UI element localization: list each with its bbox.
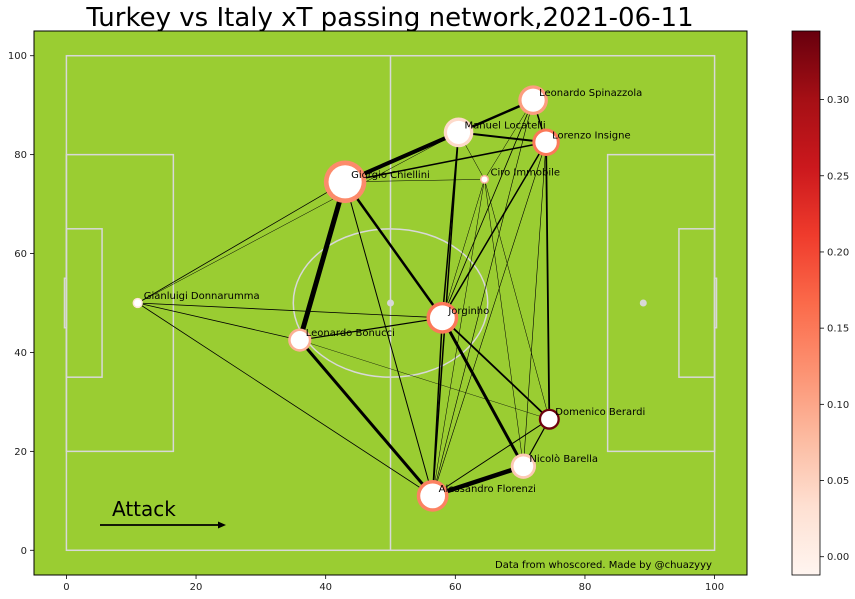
y-tick-label: 80 — [14, 150, 27, 161]
pass-edge — [484, 179, 524, 467]
player-node — [420, 483, 446, 509]
player-label: Gianluigi Donnarumma — [144, 291, 260, 302]
player-node — [328, 165, 362, 199]
pass-edge — [137, 302, 301, 341]
pass-edge — [137, 181, 346, 304]
pass-edge — [441, 141, 547, 319]
player-node — [535, 131, 557, 153]
x-tick-label: 100 — [705, 582, 724, 593]
y-tick-label: 40 — [14, 348, 27, 359]
player-node — [429, 305, 455, 331]
center-spot — [387, 299, 394, 307]
y-tick-label: 100 — [8, 51, 27, 62]
x-tick-label: 0 — [63, 582, 69, 593]
right-penalty-spot — [639, 299, 647, 307]
pass-edges — [137, 98, 551, 499]
colorbar-tick-label: 0.15 — [827, 324, 849, 335]
x-tick-label: 60 — [449, 582, 462, 593]
pass-edge — [137, 302, 443, 319]
pass-edge — [137, 132, 459, 304]
y-tick-label: 0 — [21, 546, 27, 557]
player-label: Jorginho — [447, 306, 489, 317]
player-node — [290, 331, 309, 350]
pass-edge — [299, 339, 550, 420]
player-label: Alessandro Florenzi — [439, 484, 536, 495]
pass-edge — [432, 179, 485, 497]
y-tick-label: 60 — [14, 249, 27, 260]
player-label: Giorgio Chiellini — [351, 170, 430, 181]
colorbar-tick-label: 0.20 — [827, 247, 849, 258]
colorbar-tick-label: 0.00 — [827, 552, 849, 563]
right-goal — [713, 277, 718, 329]
player-node — [481, 176, 488, 183]
pass-edge — [442, 179, 485, 319]
y-axis: 0 20 40 60 80 100 — [8, 51, 34, 557]
colorbar-tick-label: 0.25 — [827, 171, 849, 182]
player-label: Domenico Berardi — [555, 407, 645, 418]
colorbar — [791, 30, 821, 576]
credit-text: Data from whoscored. Made by @chuazyyy — [495, 560, 712, 571]
pass-edge — [137, 302, 434, 497]
x-tick-label: 80 — [579, 582, 592, 593]
player-node — [541, 411, 558, 428]
pass-edge — [441, 316, 551, 421]
x-tick-label: 40 — [319, 582, 332, 593]
pass-edge — [299, 317, 443, 341]
colorbar-axis: 0.00 0.05 0.10 0.15 0.20 0.25 0.30 — [820, 95, 849, 563]
colorbar-tick-label: 0.05 — [827, 476, 849, 487]
pass-edge — [484, 179, 550, 420]
player-node — [134, 299, 142, 307]
attack-arrow: Attack — [100, 497, 226, 529]
pass-edge — [441, 99, 534, 319]
player-node — [513, 456, 534, 477]
pass-edge — [298, 338, 435, 498]
player-label: Leonardo Bonucci — [306, 328, 395, 339]
pass-edge — [432, 99, 534, 497]
player-node — [521, 88, 545, 112]
pass-edge — [440, 316, 525, 468]
y-tick-label: 20 — [14, 447, 27, 458]
x-tick-label: 20 — [190, 582, 203, 593]
pass-edge — [484, 99, 534, 180]
player-labels: Gianluigi Donnarumma Leonardo Bonucci Gior… — [144, 88, 646, 495]
pass-edge — [545, 141, 551, 421]
player-label: Manuel Locatelli — [465, 120, 546, 131]
player-label: Nicolò Barella — [529, 453, 598, 465]
pass-edge — [297, 179, 348, 343]
pass-edge — [432, 141, 547, 497]
center-circle — [292, 228, 489, 378]
player-nodes — [132, 85, 560, 512]
colorbar-tick-label: 0.30 — [827, 95, 849, 106]
colorbar-tick-label: 0.10 — [827, 400, 849, 411]
pass-edge — [430, 463, 526, 499]
pass-edge — [344, 181, 434, 497]
pass-edge — [344, 179, 485, 183]
player-label: Ciro Immobile — [490, 167, 560, 178]
player-node — [446, 120, 471, 144]
pass-edge — [343, 180, 444, 320]
pass-edge — [432, 418, 550, 497]
pitch-markings — [63, 54, 718, 552]
attack-label: Attack — [112, 497, 176, 521]
player-label: Leonardo Spinazzola — [539, 88, 642, 99]
player-label: Lorenzo Insigne — [552, 130, 631, 141]
x-axis: 0 20 40 60 80 100 — [63, 575, 724, 593]
left-goal — [63, 277, 68, 329]
chart-title: Turkey vs Italy xT passing network,2021-… — [85, 3, 693, 33]
pass-edge — [523, 141, 547, 467]
